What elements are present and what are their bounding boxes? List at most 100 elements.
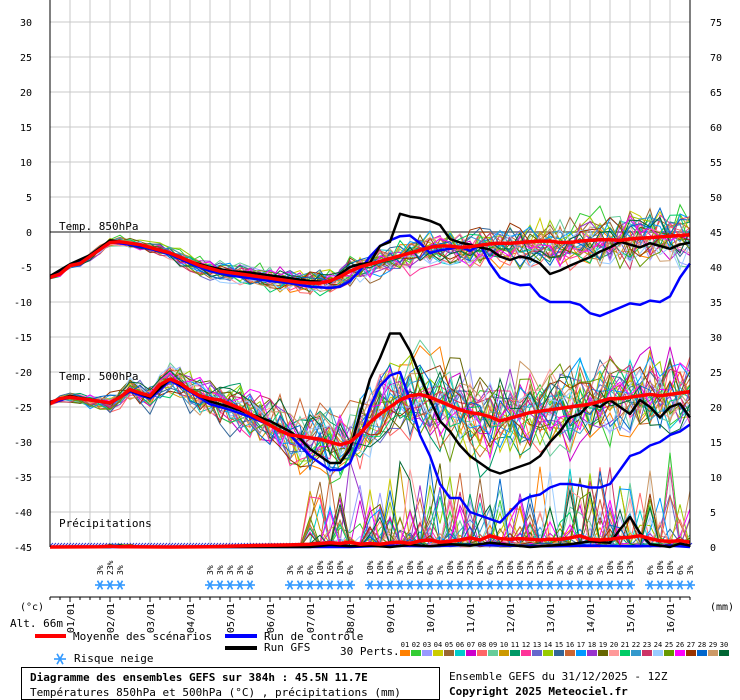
snow-risk-pct: 10%	[546, 560, 555, 575]
right-tick-label: 75	[710, 18, 722, 29]
chart-axes: 302520151050-5-10-15-20-25-30-35-40-4575…	[14, 0, 722, 633]
pert-number: 16	[566, 641, 574, 649]
snowflake-icon	[665, 580, 675, 590]
snow-risk-pct: 10%	[446, 560, 455, 575]
snowflake-icon	[485, 580, 495, 590]
snowflake-arm	[416, 580, 424, 590]
snowflake-arm	[436, 580, 444, 590]
snowflake-arm	[306, 580, 314, 590]
snow-risk-pct: 6%	[586, 565, 595, 575]
snowflake-arm	[626, 580, 634, 590]
pert-number: 29	[709, 641, 717, 649]
snowflake-arm	[316, 580, 324, 590]
snow-risk-pct: 3%	[236, 565, 245, 575]
snowflake-arm	[466, 580, 474, 590]
snowflake-icon	[245, 580, 255, 590]
right-tick-label: 50	[710, 193, 722, 204]
snow-risk-pct: 6%	[426, 565, 435, 575]
pert-number: 11	[511, 641, 519, 649]
snowflake-icon	[475, 580, 485, 590]
snowflake-arm	[506, 580, 514, 590]
pert-number: 04	[434, 641, 442, 649]
snowflake-icon	[385, 580, 395, 590]
snow-risk-pct: 10%	[386, 560, 395, 575]
date-tick-label: 05/01	[226, 603, 237, 633]
perturbation-legend: 01 02 03 04 05 06 07 08 09 10 11 12 13 14 15 16 17 18 19 20…	[400, 641, 729, 656]
snow-risk-pct: 13%	[626, 560, 635, 575]
date-tick-label: 03/01	[146, 603, 157, 633]
date-tick-label: 11/01	[466, 603, 477, 633]
snowflake-arm	[226, 580, 234, 590]
legend-perts-label: 30 Perts.	[340, 645, 400, 658]
pert-number: 25	[665, 641, 673, 649]
pert-swatch	[510, 650, 520, 656]
right-tick-label: 45	[710, 228, 722, 239]
pert-number: 30	[720, 641, 728, 649]
date-tick-label: 13/01	[546, 603, 557, 633]
date-tick-label: 08/01	[346, 603, 357, 633]
snowflake-icon	[375, 580, 385, 590]
t500-member-line	[49, 366, 691, 476]
legend-gfs-label: Run GFS	[264, 641, 310, 654]
snowflake-icon	[285, 580, 295, 590]
snowflake-arm	[476, 580, 484, 590]
left-tick-label: -5	[20, 263, 32, 274]
snowflake-arm	[286, 580, 294, 590]
snow-risk-pct: 6%	[246, 565, 255, 575]
snow-risk-pct: 23%	[466, 560, 475, 575]
t500-control-line	[49, 370, 691, 524]
pert-swatch	[422, 650, 432, 656]
snowflake-icon	[505, 580, 515, 590]
snowflake-arm	[586, 580, 594, 590]
snow-risk-pct: 3%	[116, 565, 125, 575]
right-tick-label: 35	[710, 298, 722, 309]
snowflake-icon	[575, 580, 585, 590]
pert-number: 22	[632, 641, 640, 649]
snowflake-icon	[545, 580, 555, 590]
pert-number: 27	[687, 641, 695, 649]
pert-number: 28	[698, 641, 706, 649]
t500-mean-line	[49, 377, 691, 447]
pert-swatch	[565, 650, 575, 656]
legend-snow-icon	[54, 653, 66, 665]
snow-risk-pct: 13%	[536, 560, 545, 575]
snow-risk-pct: 10%	[656, 560, 665, 575]
pert-swatch	[598, 650, 608, 656]
pert-swatch	[620, 650, 630, 656]
snowflake-icon	[685, 580, 695, 590]
snowflake-icon	[515, 580, 525, 590]
snowflake-arm	[346, 580, 354, 590]
snowflake-icon	[54, 653, 66, 665]
snowflake-icon	[455, 580, 465, 590]
pert-number: 18	[588, 641, 596, 649]
snowflake-arm	[366, 580, 374, 590]
t500-panel-label: Temp. 500hPa	[59, 370, 138, 383]
snowflake-icon	[325, 580, 335, 590]
pert-number: 20	[610, 641, 618, 649]
snowflake-arm	[456, 580, 464, 590]
snowflake-icon	[315, 580, 325, 590]
pert-swatch	[708, 650, 718, 656]
snowflake-icon	[365, 580, 375, 590]
legend: Moyenne des scénarios Run de contrôle Ru…	[35, 630, 729, 665]
right-tick-label: 55	[710, 158, 722, 169]
pert-swatch	[488, 650, 498, 656]
snowflake-arm	[206, 580, 214, 590]
snowflake-icon	[95, 580, 105, 590]
chart-title: Diagramme des ensembles GEFS sur 384h : …	[30, 671, 368, 684]
pert-number: 26	[676, 641, 684, 649]
snowflake-icon	[405, 580, 415, 590]
pert-swatch	[433, 650, 443, 656]
snowflake-arm	[56, 653, 64, 665]
t850-gfs-line	[49, 212, 691, 284]
right-tick-label: 15	[710, 438, 722, 449]
pert-swatch	[576, 650, 586, 656]
snowflake-arm	[566, 580, 574, 590]
snow-risk-pct: 10%	[506, 560, 515, 575]
run-label: Ensemble GEFS du 31/12/2025 - 12Z	[449, 670, 668, 683]
snowflake-arm	[296, 580, 304, 590]
pert-number: 19	[599, 641, 607, 649]
snow-risk-pct: 3%	[686, 565, 695, 575]
snowflake-icon	[655, 580, 665, 590]
